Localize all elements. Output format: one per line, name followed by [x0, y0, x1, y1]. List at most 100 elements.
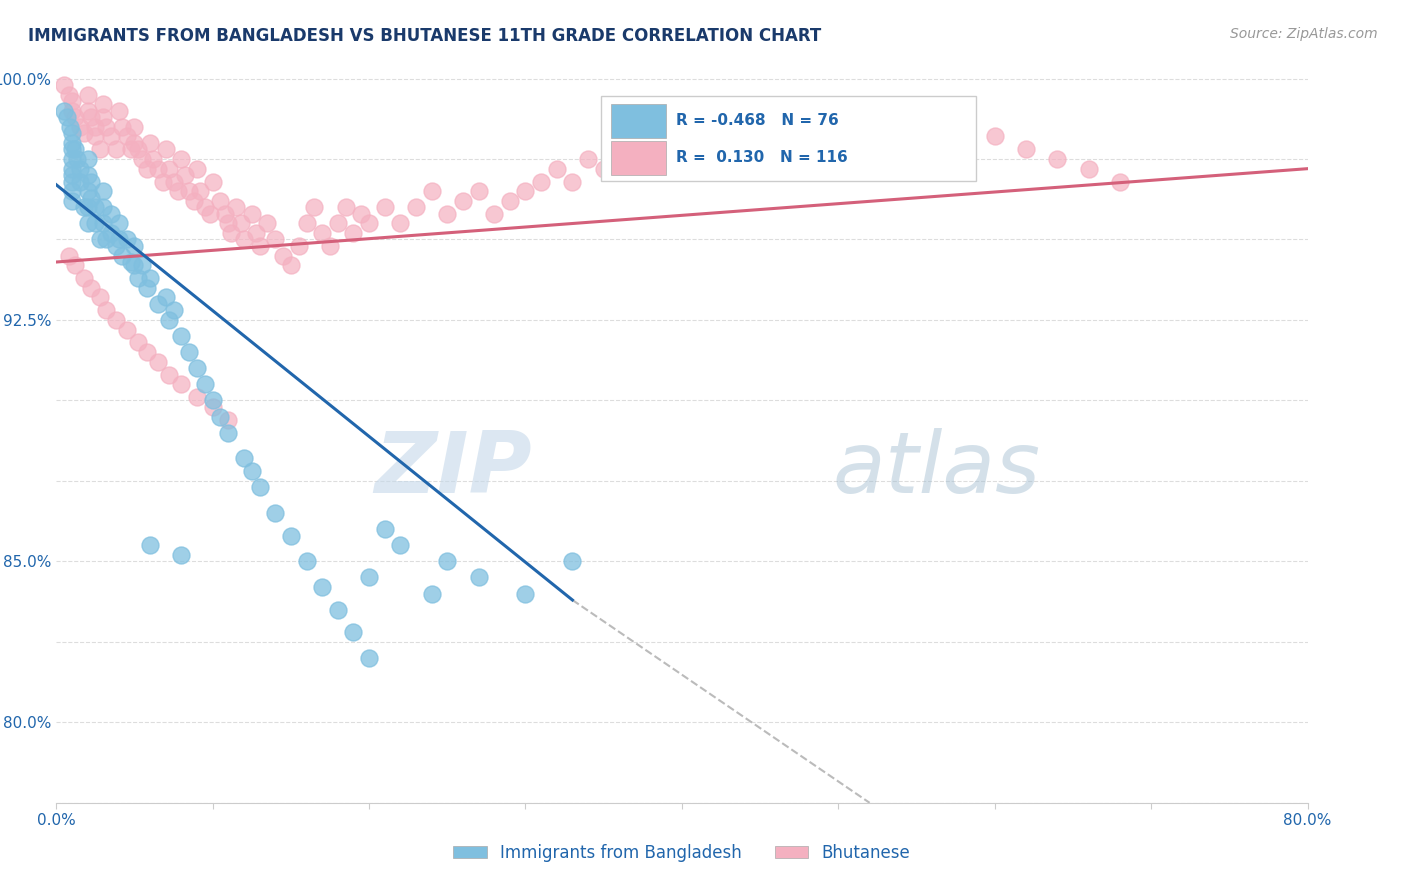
Point — [139, 136, 162, 150]
Point — [179, 184, 201, 198]
Point — [60, 142, 83, 156]
Point — [89, 232, 111, 246]
Point — [73, 126, 96, 140]
Point — [136, 345, 159, 359]
Point — [436, 554, 458, 568]
Point — [91, 200, 114, 214]
Point — [624, 142, 647, 156]
Point — [76, 152, 98, 166]
Point — [84, 216, 107, 230]
Point — [1109, 175, 1132, 189]
Point — [79, 175, 101, 189]
Point — [173, 168, 195, 182]
Point — [63, 142, 86, 156]
Point — [170, 548, 193, 562]
Point — [436, 207, 458, 221]
Point — [1015, 142, 1038, 156]
Point — [146, 161, 169, 176]
Point — [60, 168, 83, 182]
Point — [79, 110, 101, 124]
Point — [179, 345, 201, 359]
Point — [209, 194, 232, 208]
Point — [120, 255, 142, 269]
Point — [256, 216, 278, 230]
Point — [249, 239, 271, 253]
Point — [240, 464, 263, 478]
Point — [170, 377, 193, 392]
FancyBboxPatch shape — [600, 95, 976, 181]
Point — [139, 538, 162, 552]
Point — [201, 393, 224, 408]
Point — [58, 249, 80, 263]
Point — [63, 110, 86, 124]
Point — [69, 161, 91, 176]
Point — [1046, 152, 1069, 166]
Point — [249, 480, 271, 494]
Point — [640, 136, 662, 150]
Point — [157, 161, 180, 176]
Point — [136, 281, 159, 295]
Point — [765, 152, 787, 166]
Point — [186, 390, 208, 404]
Point — [225, 200, 247, 214]
Point — [186, 361, 208, 376]
Point — [155, 142, 177, 156]
Point — [209, 409, 232, 424]
Point — [69, 175, 91, 189]
Point — [60, 126, 83, 140]
Point — [162, 175, 184, 189]
Point — [499, 194, 522, 208]
Point — [91, 216, 114, 230]
Point — [76, 87, 98, 102]
Point — [198, 207, 221, 221]
Point — [194, 200, 217, 214]
Point — [60, 136, 83, 150]
Point — [111, 249, 134, 263]
Point — [576, 152, 599, 166]
Text: R = -0.468   N = 76: R = -0.468 N = 76 — [676, 113, 838, 128]
Point — [127, 142, 149, 156]
Point — [890, 129, 912, 144]
Point — [389, 216, 412, 230]
Point — [359, 651, 381, 665]
Point — [295, 554, 318, 568]
Point — [131, 258, 153, 272]
Point — [194, 377, 217, 392]
Point — [271, 249, 294, 263]
Point — [104, 239, 127, 253]
Point — [89, 290, 111, 304]
Point — [217, 216, 239, 230]
Point — [827, 120, 849, 134]
Point — [127, 335, 149, 350]
Point — [76, 216, 98, 230]
Point — [264, 506, 287, 520]
Point — [592, 161, 614, 176]
Point — [115, 323, 138, 337]
Point — [734, 129, 756, 144]
Point — [60, 175, 83, 189]
Point — [186, 161, 208, 176]
Point — [76, 168, 98, 182]
Point — [131, 152, 153, 166]
Point — [280, 528, 302, 542]
Point — [350, 207, 373, 221]
Point — [53, 78, 76, 92]
Point — [374, 200, 396, 214]
Point — [515, 184, 537, 198]
Point — [146, 355, 169, 369]
Point — [359, 216, 381, 230]
Point — [76, 103, 98, 118]
Point — [287, 239, 309, 253]
Point — [100, 129, 122, 144]
Point — [142, 152, 165, 166]
Point — [60, 94, 83, 108]
Point — [104, 142, 127, 156]
Point — [157, 313, 180, 327]
Point — [89, 142, 111, 156]
Point — [311, 226, 333, 240]
Point — [420, 184, 443, 198]
Point — [84, 129, 107, 144]
Point — [304, 200, 326, 214]
Point — [984, 129, 1007, 144]
Point — [233, 451, 256, 466]
